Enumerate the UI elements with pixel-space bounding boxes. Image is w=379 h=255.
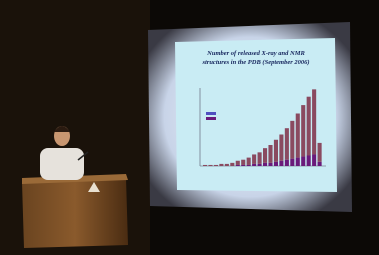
xray-bar <box>241 160 245 165</box>
xray-bar <box>258 152 262 164</box>
nmr-bar <box>252 164 256 166</box>
nmr-bar <box>307 156 311 167</box>
xray-bar <box>285 128 289 160</box>
podium <box>22 178 128 248</box>
nmr-bar <box>236 165 240 166</box>
xray-bar <box>236 161 240 165</box>
xray-bar <box>301 105 305 156</box>
nmr-bar <box>279 161 283 166</box>
nmr-bar <box>263 163 267 166</box>
xray-bar <box>318 143 322 162</box>
slide-title: structures in the PDB (September 2006) <box>201 59 309 66</box>
nmr-bar <box>318 162 322 166</box>
xray-bar <box>263 148 267 163</box>
xray-bar <box>312 89 316 154</box>
nmr-bar <box>301 157 305 166</box>
nmr-bar <box>247 165 251 166</box>
xray-bar <box>203 165 207 166</box>
xray-bar <box>208 165 212 166</box>
nmr-bar <box>290 159 294 166</box>
speaker-shirt <box>40 148 84 180</box>
nmr-bar <box>296 158 300 166</box>
xray-bar <box>290 121 294 159</box>
nmr-bar <box>285 160 289 166</box>
legend-swatch <box>206 112 216 115</box>
xray-bar <box>307 97 311 156</box>
xray-bar <box>279 135 283 161</box>
nmr-bar <box>312 154 316 166</box>
xray-bar <box>214 165 218 166</box>
xray-bar <box>225 164 229 166</box>
xray-bar <box>230 163 234 166</box>
xray-bar <box>219 164 223 166</box>
xray-bar <box>296 114 300 158</box>
nmr-bar <box>241 165 245 166</box>
nmr-bar <box>268 163 272 166</box>
xray-bar <box>274 140 278 162</box>
legend-swatch <box>206 117 216 120</box>
xray-bar <box>268 145 272 163</box>
nmr-bar <box>258 164 262 166</box>
photo: Number of released X-ray and NMR structu… <box>0 0 379 255</box>
slide-title: Number of released X-ray and NMR <box>206 50 305 57</box>
xray-bar <box>247 158 251 165</box>
nmr-bar <box>274 162 278 166</box>
xray-bar <box>252 154 256 163</box>
